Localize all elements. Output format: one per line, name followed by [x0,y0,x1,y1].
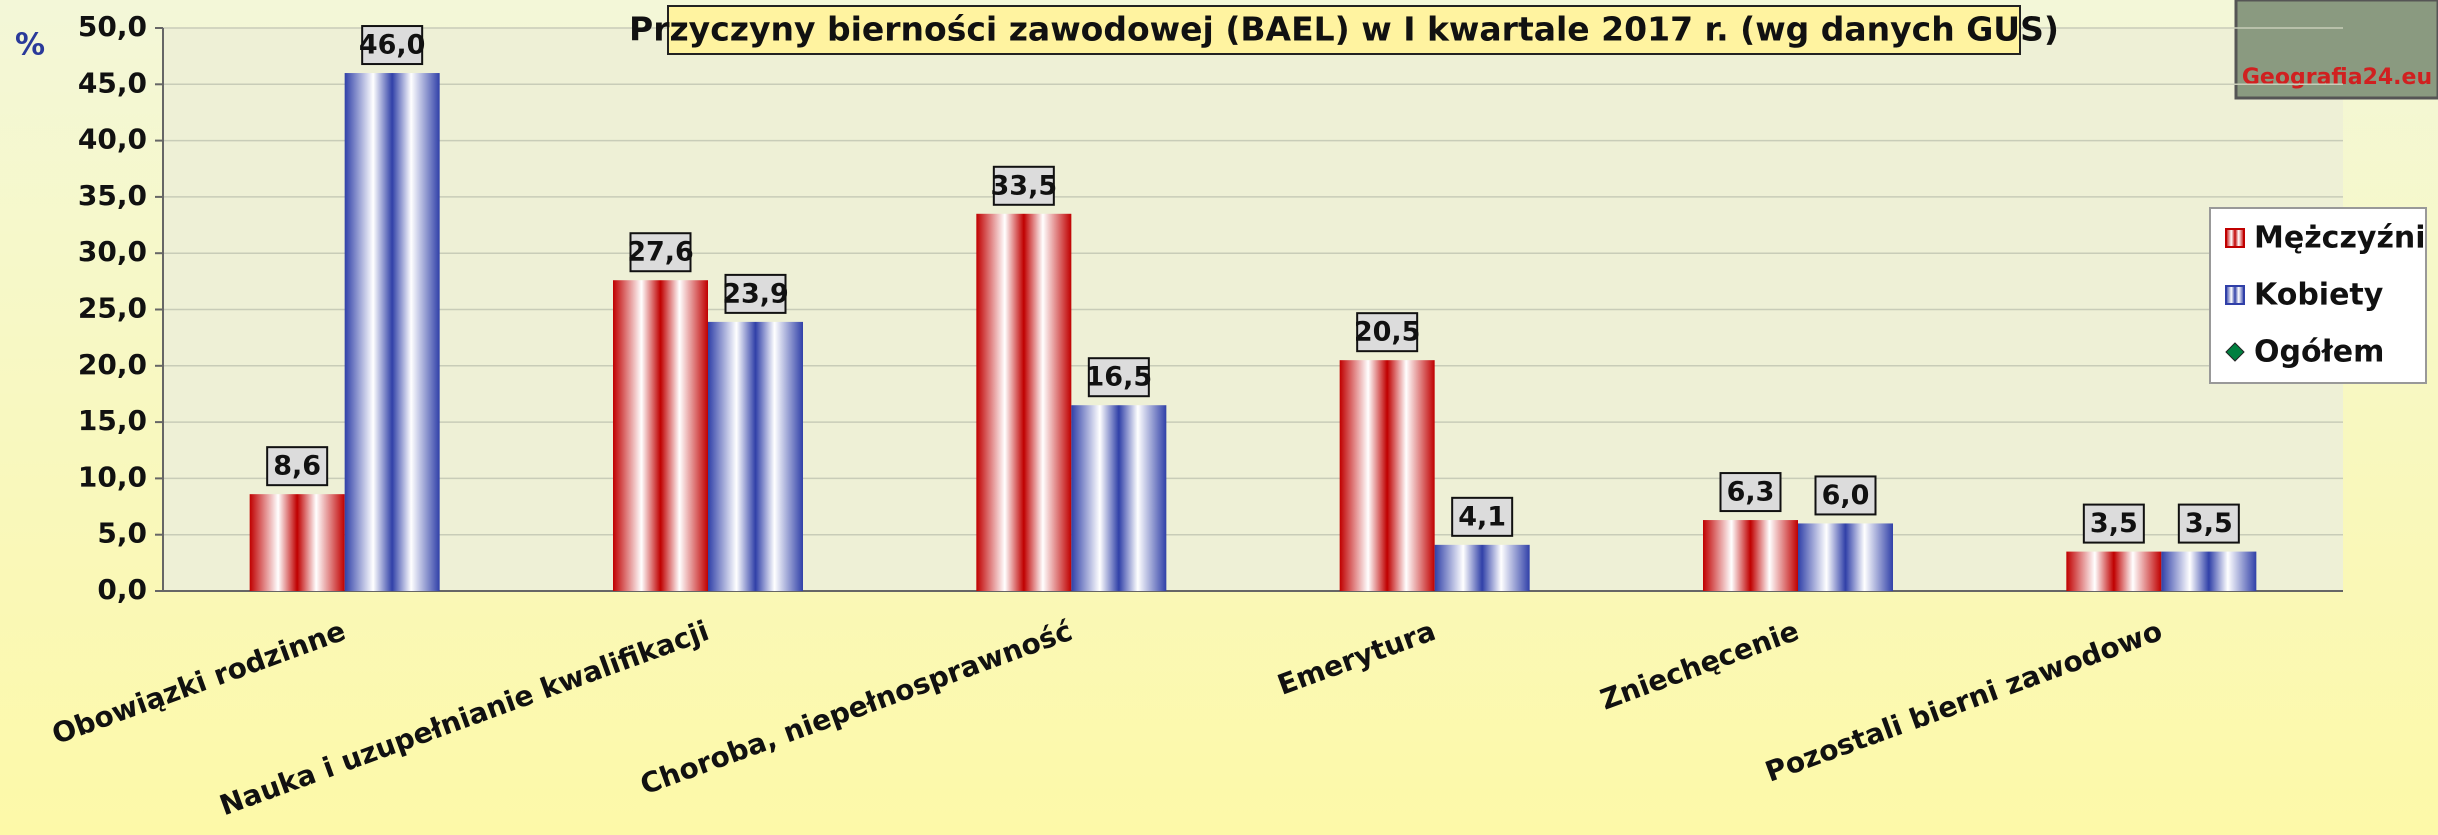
value-label: 46,0 [359,30,426,61]
y-tick-label: 20,0 [78,348,147,381]
y-tick-label: 5,0 [97,517,147,550]
value-label: 3,5 [2185,508,2233,539]
value-label-box [1451,496,1514,537]
bar [1798,523,1893,591]
legend-label: Ogółem [2254,335,2384,370]
y-tick-label: 25,0 [78,292,147,325]
value-label: 16,5 [1086,362,1153,393]
legend-marker [2225,285,2245,305]
value-label: 4,1 [1458,501,1506,532]
value-label-box [266,446,329,487]
value-label: 8,6 [273,451,321,482]
bar [249,494,345,591]
legend-label: Mężczyźni [2254,221,2426,256]
legend-marker [2225,228,2245,248]
value-label: 6,0 [1822,480,1870,511]
y-tick-label: 15,0 [78,404,147,437]
value-label: 23,9 [722,278,789,309]
bar [344,73,440,592]
y-tick-label: 50,0 [78,10,147,43]
bar [1339,360,1435,591]
bar [1703,520,1798,591]
value-label: 6,3 [1727,477,1775,508]
bar [2066,551,2162,591]
value-label-box [361,25,424,66]
legend-box [2209,207,2427,384]
value-label-box [1814,475,1877,516]
value-label: 33,5 [991,170,1058,201]
legend-label: Kobiety [2254,278,2384,313]
y-tick-label: 45,0 [78,66,147,99]
y-tick-label: 35,0 [78,179,147,212]
value-label-box [992,165,1055,206]
y-tick-label: 30,0 [78,235,147,268]
value-label-box [2177,503,2240,544]
value-label: 20,5 [1354,317,1421,348]
value-label-box [1356,312,1419,353]
value-label-box [724,273,787,314]
y-tick-label: 40,0 [78,123,147,156]
value-label-box [1719,472,1782,513]
y-tick-label: 10,0 [78,460,147,493]
legend-marker [2225,342,2245,362]
y-tick-label: 0,0 [97,573,147,606]
logo-box [2234,0,2438,100]
chart-title: Przyczyny bierności zawodowej (BAEL) w I… [629,10,2059,49]
value-label: 3,5 [2090,508,2138,539]
bar [1071,405,1167,591]
bar [708,321,803,591]
bar [613,280,708,591]
y-axis-label: % [15,28,45,63]
bar [976,213,1072,592]
logo: Geografia24.eu [2242,65,2432,90]
bar [1434,544,1530,591]
title-box [667,5,2021,55]
value-label: 27,6 [627,237,694,268]
value-label-box [2082,503,2145,544]
value-label-box [629,232,692,273]
bar [2161,551,2257,591]
value-label-box [1087,357,1150,398]
